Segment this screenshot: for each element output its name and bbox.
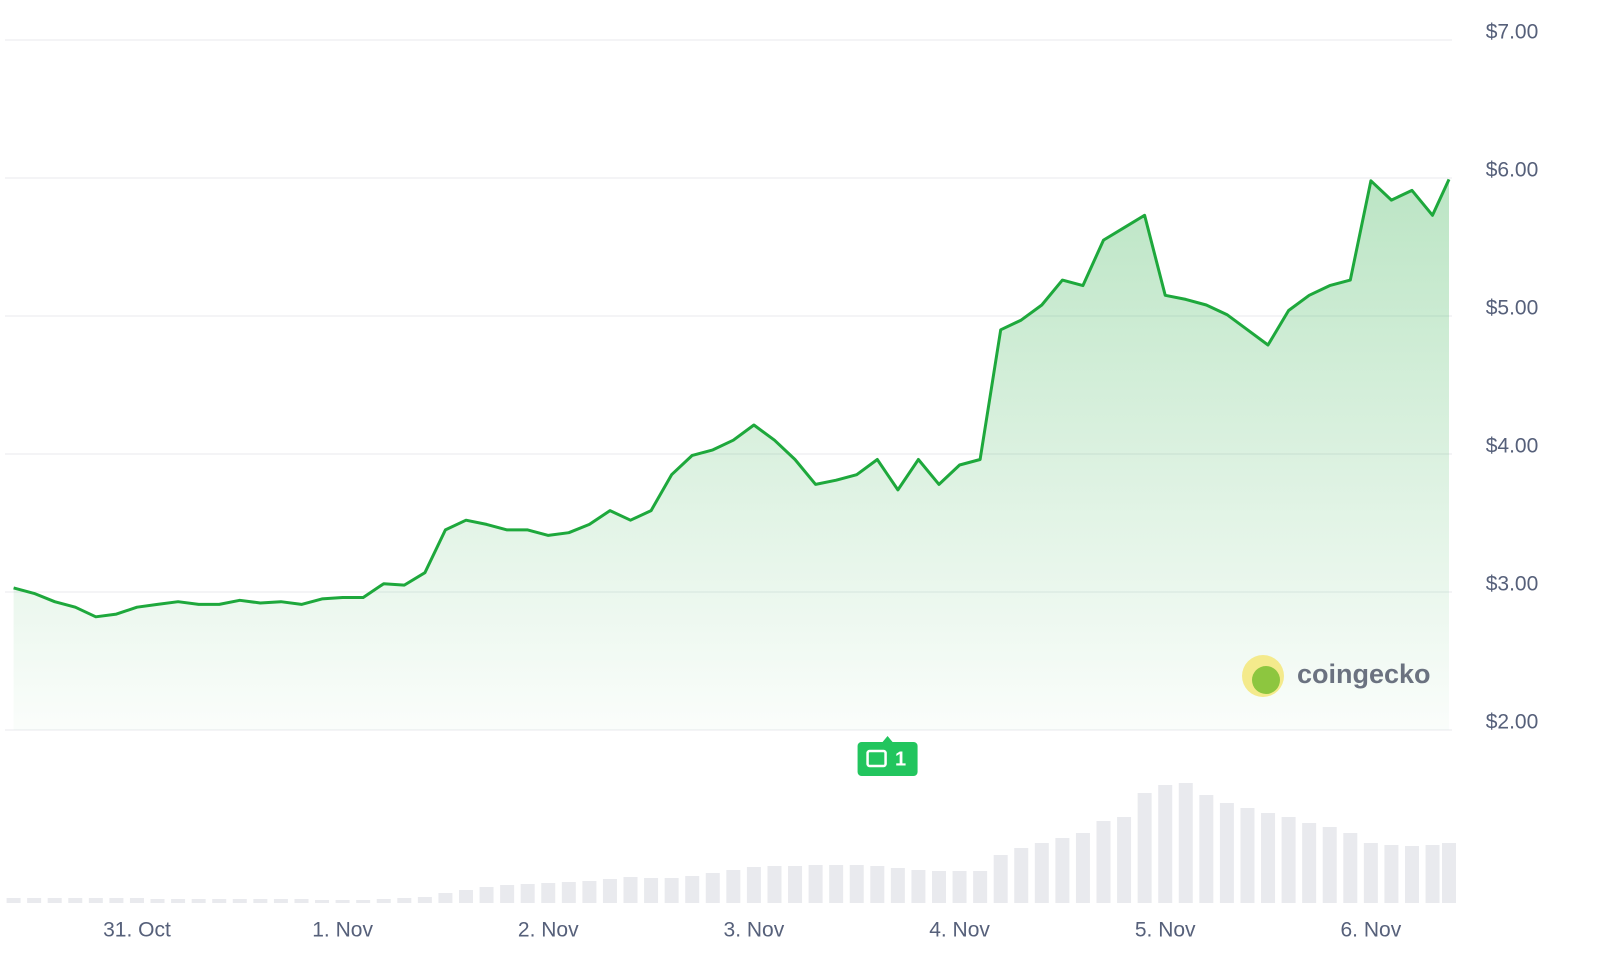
watermark-text: coingecko xyxy=(1297,659,1431,689)
volume-bar xyxy=(1096,821,1111,903)
volume-bar xyxy=(1014,848,1029,903)
volume-bar xyxy=(890,868,905,903)
volume-bar xyxy=(1137,793,1152,903)
volume-bar xyxy=(1363,843,1378,903)
volume-bar xyxy=(685,876,700,903)
volume-bar xyxy=(109,898,124,903)
volume-bar xyxy=(767,866,782,903)
volume-bar xyxy=(582,881,597,903)
x-tick-label: 5. Nov xyxy=(1135,919,1196,942)
volume-bar xyxy=(212,899,227,903)
volume-bar xyxy=(664,878,679,903)
volume-bar xyxy=(417,897,432,903)
volume-bar xyxy=(808,865,823,903)
volume-bar xyxy=(1343,833,1358,903)
volume-bar xyxy=(993,855,1008,903)
volume-bar xyxy=(870,866,885,903)
volume-bar xyxy=(829,865,844,903)
volume-bar xyxy=(458,890,473,903)
volume-bar xyxy=(1425,845,1440,903)
volume-bar xyxy=(952,871,967,903)
volume-bar xyxy=(129,898,144,903)
volume-bar xyxy=(1302,823,1317,903)
volume-bar xyxy=(171,899,186,903)
volume-bar xyxy=(68,898,83,903)
price-area xyxy=(13,179,1450,730)
volume-bar xyxy=(931,871,946,903)
x-tick-label: 1. Nov xyxy=(312,919,373,942)
volume-bar xyxy=(705,873,720,903)
logo xyxy=(1252,666,1280,694)
volume-bar xyxy=(1117,817,1132,903)
y-tick-label: $4.00 xyxy=(1486,435,1539,458)
volume-bar xyxy=(335,900,350,903)
volume-bar xyxy=(253,899,268,903)
volume-bar xyxy=(602,879,617,903)
volume-bar xyxy=(479,887,494,903)
x-tick-label: 3. Nov xyxy=(724,919,785,942)
volume-bar xyxy=(1322,827,1337,903)
watermark: coingecko xyxy=(1242,655,1431,697)
volume-bar xyxy=(849,865,864,903)
volume-bar xyxy=(746,867,761,903)
volume-bar xyxy=(644,878,659,903)
volume-bar xyxy=(1240,808,1255,903)
volume-bar xyxy=(788,866,803,903)
volume-bar xyxy=(1055,838,1070,903)
volume-bar xyxy=(1384,845,1399,903)
x-tick-label: 2. Nov xyxy=(518,919,579,942)
volume-bar xyxy=(561,882,576,903)
x-tick-label: 4. Nov xyxy=(929,919,990,942)
volume-bar xyxy=(520,884,535,903)
volume-bar xyxy=(1219,803,1234,903)
volume-bar xyxy=(27,898,42,903)
volume-bar xyxy=(1075,833,1090,903)
annotation-text: 1 xyxy=(895,748,906,770)
volume-bar xyxy=(232,899,247,903)
volume-bar xyxy=(726,870,741,903)
volume-bar xyxy=(1281,817,1296,903)
volume-bar xyxy=(1404,846,1419,903)
volume-bar xyxy=(500,885,515,903)
y-tick-label: $6.00 xyxy=(1486,159,1539,182)
y-tick-label: $5.00 xyxy=(1486,297,1539,320)
volume-bar xyxy=(6,898,21,903)
volume-bar xyxy=(376,899,391,903)
volume-bar xyxy=(294,899,309,903)
price-line xyxy=(13,178,1451,619)
x-tick-label: 6. Nov xyxy=(1341,919,1402,942)
volume-bar xyxy=(1158,785,1173,903)
y-tick-label: $7.00 xyxy=(1486,21,1539,44)
volume-bar xyxy=(191,899,206,903)
volume-bar xyxy=(1261,813,1276,903)
y-tick-label: $2.00 xyxy=(1486,711,1539,734)
volume-bar xyxy=(88,898,103,903)
volume-bar xyxy=(911,870,926,903)
volume-bar xyxy=(397,898,412,903)
volume-bar xyxy=(315,900,330,903)
y-tick-label: $3.00 xyxy=(1486,573,1539,596)
volume-bar xyxy=(438,893,453,903)
volume-bar xyxy=(541,883,556,903)
volume-bar xyxy=(273,899,288,903)
volume-bar xyxy=(356,900,371,903)
volume-bar xyxy=(1178,783,1193,903)
volume-bar xyxy=(150,899,165,903)
volume-bar xyxy=(1034,843,1049,903)
volume-bar xyxy=(1442,843,1456,903)
volume-bar xyxy=(623,877,638,903)
volume-bar xyxy=(1199,795,1214,903)
x-tick-label: 31. Oct xyxy=(103,919,171,942)
volume-bar xyxy=(973,871,988,903)
news-icon xyxy=(866,749,887,768)
volume-bar xyxy=(47,898,62,903)
